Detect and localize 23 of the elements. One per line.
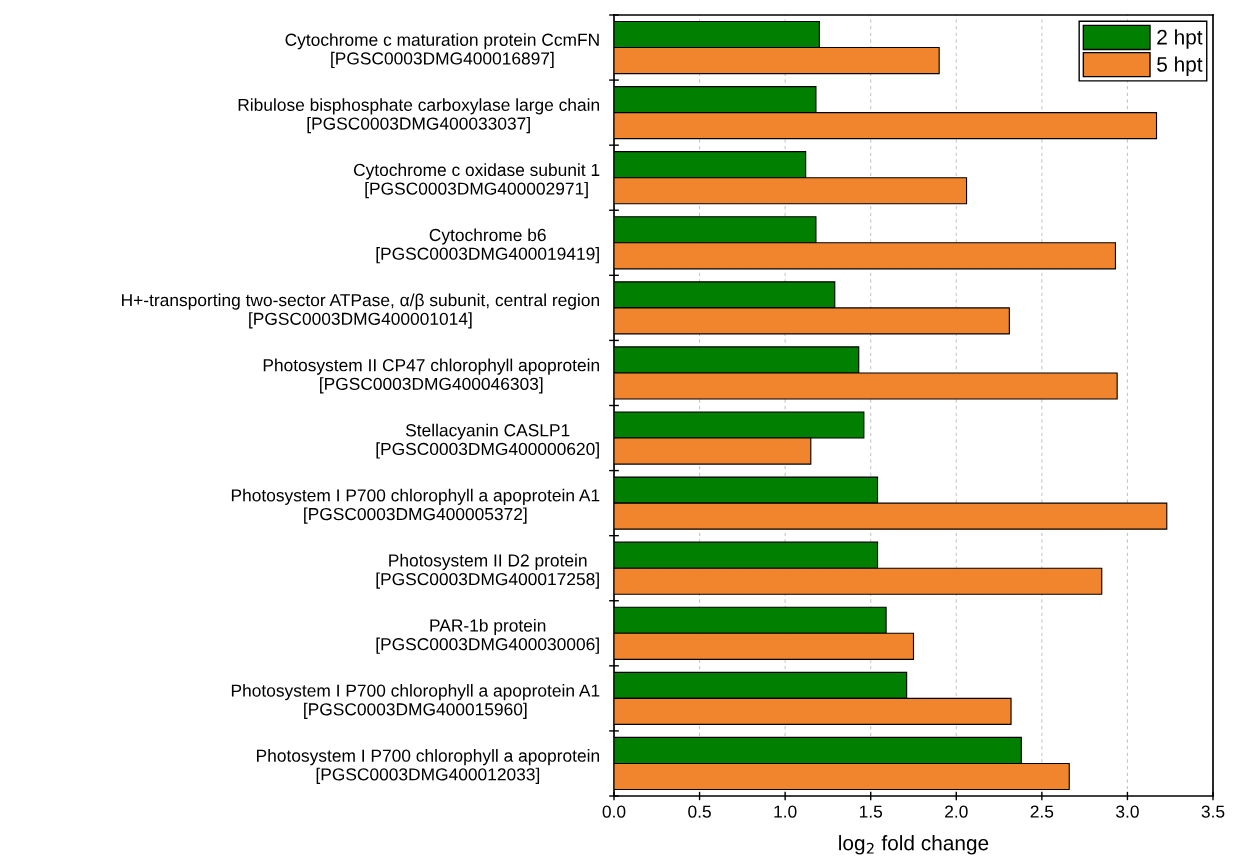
y-tick-label: Ribulose bisphosphate carboxylase large chain [PGSC0003DMG400033037] (238, 98, 600, 134)
y-tick-label: Photosystem II CP47 chlorophyll apoprotein [PGSC0003DMG400046303] (263, 358, 599, 394)
x-tick-label: 3.5 (1201, 805, 1225, 818)
y-tick-label: Photosystem I P700 chlorophyll a apoprotein A1 [PGSC0003DMG400005372] (231, 488, 600, 524)
y-tick-label: Photosystem I P700 chlorophyll a apoprotein [PGSC0003DMG400012033] (257, 749, 600, 784)
y-tick-label: Cytochrome b6 [PGSC0003DMG400019419] (376, 228, 599, 264)
x-tick-label: 0.0 (602, 805, 626, 818)
x-tick-label: 2.5 (1030, 805, 1054, 818)
x-tick-label: 1.0 (774, 805, 797, 818)
y-tick-label: Cytochrome c oxidase subunit 1 [PGSC0003DMG400002971] (353, 163, 600, 199)
legend-label: 2 hpt (1157, 29, 1203, 49)
y-tick-label: Stellacyanin CASLP1 [PGSC0003DMG400000620] (376, 423, 599, 459)
x-tick-label: 1.5 (859, 805, 883, 818)
x-tick-label: 0.5 (688, 805, 711, 818)
y-tick-label: PAR-1b protein [PGSC0003DMG400030006] (376, 618, 599, 654)
y-tick-label: Photosystem I P700 chlorophyll a apoprotein A1 [PGSC0003DMG400015960] (231, 683, 600, 719)
x-tick-label: 2.0 (945, 805, 968, 818)
y-tick-label: Cytochrome c maturation protein CcmFN [PGSC0003DMG400016897] (285, 33, 599, 69)
x-tick-label: 3.0 (1116, 805, 1139, 818)
legend-label: 5 hpt (1157, 56, 1203, 76)
y-tick-label: H+-transporting two-sector ATPase, α/β subunit, central region [PGSC0003DMG400001014] (122, 293, 600, 329)
y-tick-label: Photosystem II D2 protein [PGSC0003DMG400017258] (376, 553, 599, 589)
x-axis-title: log$_{2}$ fold change (839, 835, 989, 855)
